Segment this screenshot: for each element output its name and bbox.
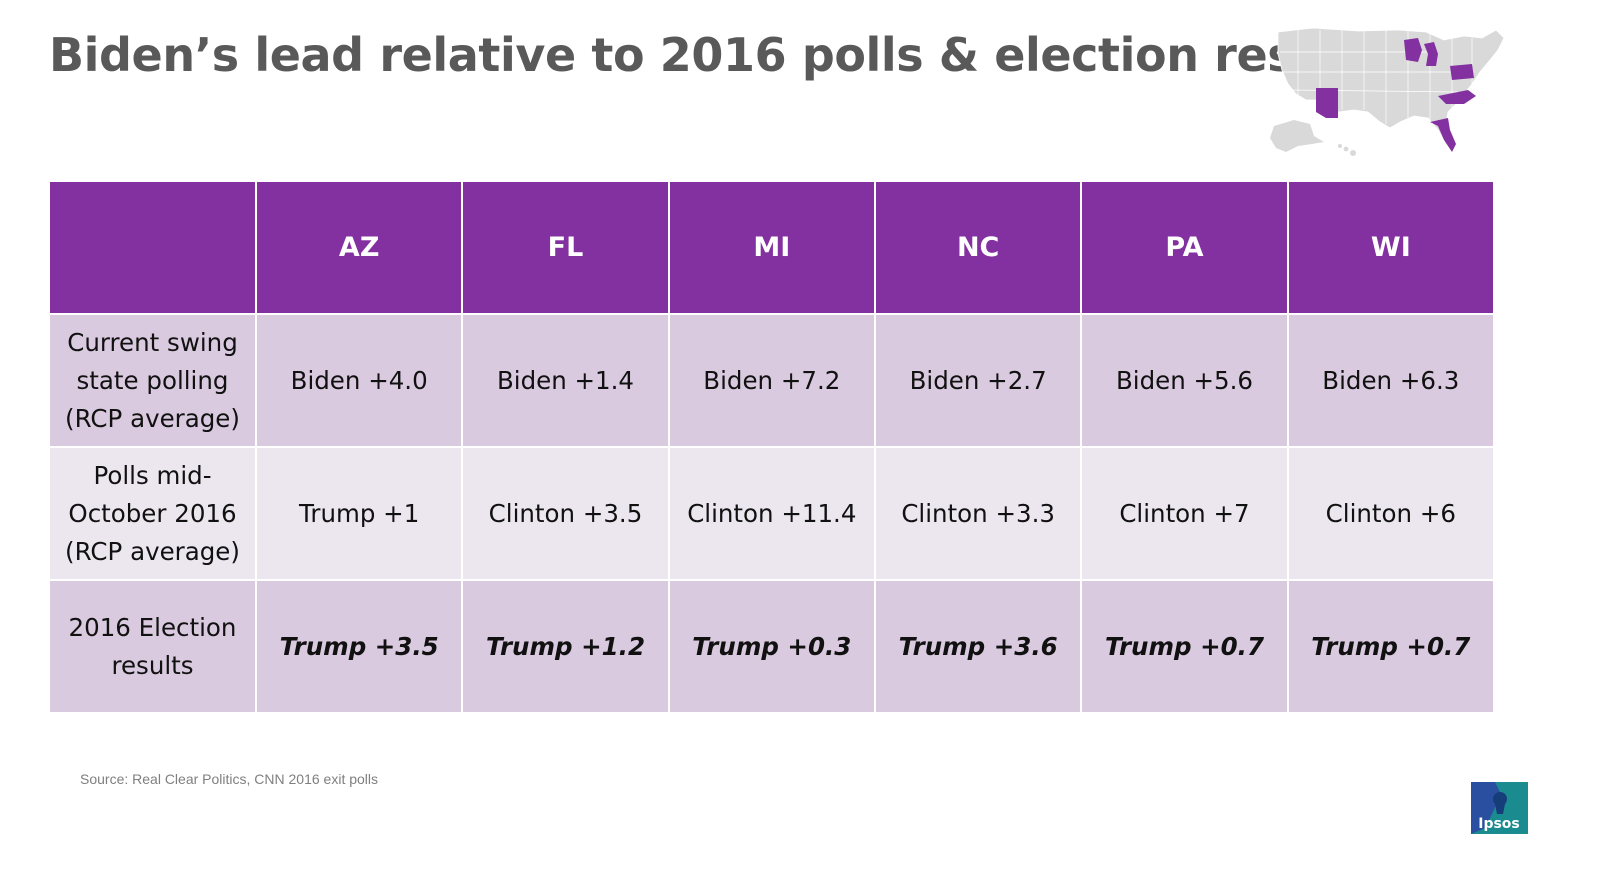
row-label: 2016 Election results (48, 579, 257, 714)
table-cell: Trump +0.7 (1080, 579, 1289, 714)
table-cell: Clinton +3.3 (873, 446, 1083, 581)
table-cell: Biden +5.6 (1080, 313, 1289, 448)
table-row: Current swing state polling (RCP average… (48, 313, 1496, 448)
logo-neck (1495, 804, 1505, 814)
column-header-mi: MI (667, 180, 876, 315)
table-cell: Trump +1 (254, 446, 464, 581)
column-header-fl: FL (461, 180, 670, 315)
table-cell: Biden +7.2 (667, 313, 876, 448)
results-table: AZ FL MI NC PA WI Current swing state po… (48, 180, 1496, 714)
table-cell: Trump +3.6 (873, 579, 1083, 714)
ipsos-logo: Ipsos (1471, 782, 1528, 834)
source-note: Source: Real Clear Politics, CNN 2016 ex… (80, 771, 379, 787)
hawaii-shape (1338, 144, 1356, 156)
table-cell: Clinton +6 (1286, 446, 1496, 581)
column-header-wi: WI (1286, 180, 1496, 315)
table-cell: Biden +1.4 (461, 313, 670, 448)
corner-cell (48, 180, 257, 315)
column-header-nc: NC (873, 180, 1083, 315)
swing-states-highlight (1316, 38, 1476, 152)
table-row: Polls mid-October 2016 (RCP average) Tru… (48, 446, 1496, 581)
row-label: Current swing state polling (RCP average… (48, 313, 257, 448)
table-cell: Biden +4.0 (254, 313, 464, 448)
table-cell: Trump +0.3 (667, 579, 876, 714)
table-row: 2016 Election results Trump +3.5 Trump +… (48, 579, 1496, 714)
table-cell: Trump +0.7 (1286, 579, 1496, 714)
table-cell: Clinton +7 (1080, 446, 1289, 581)
table-cell: Clinton +3.5 (461, 446, 670, 581)
table-cell: Trump +1.2 (461, 579, 670, 714)
table-cell: Clinton +11.4 (667, 446, 876, 581)
table-cell: Biden +6.3 (1286, 313, 1496, 448)
column-header-az: AZ (254, 180, 464, 315)
page-title: Biden’s lead relative to 2016 polls & el… (49, 28, 1391, 82)
table-cell: Biden +2.7 (873, 313, 1083, 448)
us-swing-states-map-icon (1270, 27, 1505, 156)
column-header-pa: PA (1080, 180, 1289, 315)
table-cell: Trump +3.5 (254, 579, 464, 714)
table-header-row: AZ FL MI NC PA WI (48, 180, 1496, 315)
logo-accent (1471, 782, 1501, 834)
alaska-shape (1270, 120, 1324, 152)
row-label: Polls mid-October 2016 (RCP average) (48, 446, 257, 581)
logo-head (1493, 792, 1507, 806)
logo-text: Ipsos (1478, 816, 1520, 832)
us-map-land (1277, 27, 1505, 145)
